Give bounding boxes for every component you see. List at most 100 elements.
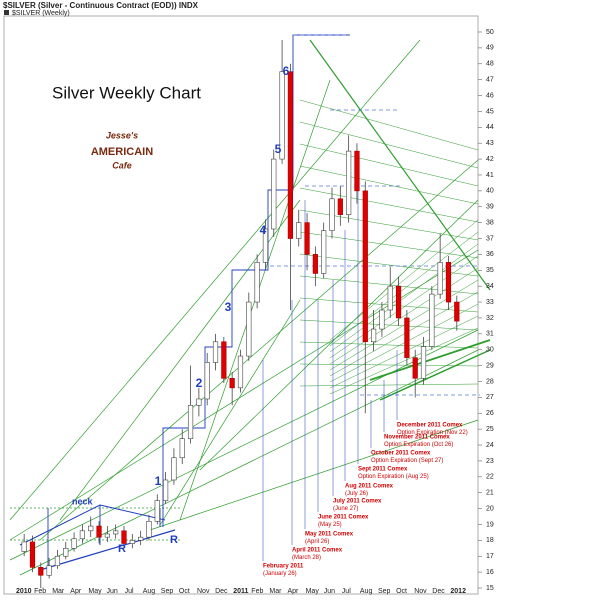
x-tick-label: Dec bbox=[215, 588, 228, 595]
candle-body bbox=[287, 71, 294, 239]
candle-body bbox=[113, 530, 119, 535]
trendline bbox=[149, 419, 479, 531]
candle-body bbox=[237, 355, 244, 389]
note-text: Option Expiration (Sept 27) bbox=[371, 458, 443, 464]
trendline bbox=[309, 39, 491, 291]
y-tick-label: 19 bbox=[486, 521, 494, 528]
candle-body bbox=[296, 222, 302, 239]
plot-frame bbox=[3, 15, 479, 595]
y-tick-label: 39 bbox=[486, 204, 494, 211]
wave-label: 5 bbox=[275, 142, 282, 156]
y-tick-label: 43 bbox=[486, 140, 494, 147]
x-tick-label: Sep bbox=[378, 588, 391, 595]
x-tick-label: 2010 bbox=[16, 588, 32, 595]
candle-body bbox=[271, 158, 277, 230]
x-tick-label: 2012 bbox=[450, 588, 466, 595]
header: $SILVER (Silver - Continuous Contract (E… bbox=[3, 1, 199, 10]
candle-body bbox=[163, 479, 169, 501]
wave-label: 6 bbox=[283, 64, 290, 78]
candle-body bbox=[445, 262, 452, 303]
y-tick-label: 31 bbox=[486, 331, 494, 338]
x-tick-label: Mar bbox=[52, 588, 65, 595]
trendline bbox=[299, 165, 479, 205]
candle-body bbox=[370, 328, 377, 343]
trendline bbox=[299, 143, 479, 187]
x-tick-label: Sep bbox=[161, 588, 174, 595]
candle-body bbox=[21, 541, 27, 552]
candle-body bbox=[454, 301, 460, 322]
candle-body bbox=[412, 357, 418, 379]
candle-body bbox=[204, 362, 210, 400]
candle-body bbox=[321, 230, 327, 274]
candle-body bbox=[171, 457, 177, 481]
wave-label: 3 bbox=[225, 300, 232, 314]
trendline bbox=[19, 349, 479, 576]
y-tick-label: 27 bbox=[486, 394, 494, 401]
x-tick-label: May bbox=[88, 588, 102, 595]
note-text: (April 26) bbox=[305, 539, 329, 545]
x-tick-label: Apr bbox=[70, 588, 82, 595]
note-text: April 2011 Comex bbox=[292, 548, 343, 554]
trendline bbox=[329, 267, 479, 365]
y-tick-label: 21 bbox=[486, 490, 494, 497]
chart-title: Silver Weekly Chart bbox=[52, 83, 201, 102]
trendline bbox=[39, 159, 479, 541]
candle-body bbox=[196, 398, 202, 406]
pattern-label: R bbox=[170, 534, 178, 546]
y-tick-label: 45 bbox=[486, 108, 494, 115]
candle-body bbox=[96, 525, 102, 538]
candle-body bbox=[154, 500, 160, 522]
y-tick-label: 40 bbox=[486, 188, 494, 195]
trendline bbox=[39, 529, 176, 571]
x-tick-label: Nov bbox=[414, 588, 427, 595]
trendline bbox=[9, 39, 421, 521]
candle-body bbox=[404, 317, 410, 358]
x-tick-label: Jun bbox=[324, 588, 335, 595]
candle-body bbox=[146, 520, 152, 538]
trendline bbox=[299, 341, 479, 349]
y-tick-label: 18 bbox=[486, 537, 494, 544]
y-tick-label: 20 bbox=[486, 505, 494, 512]
note-text: Option Expiration (Aug 25) bbox=[358, 474, 429, 480]
candle-body bbox=[337, 198, 343, 215]
candle-body bbox=[104, 533, 110, 538]
wave-label: 4 bbox=[260, 223, 267, 237]
candle-body bbox=[71, 538, 77, 549]
x-tick-label: Jun bbox=[107, 588, 118, 595]
y-tick-label: 25 bbox=[486, 426, 494, 433]
candle-body bbox=[429, 293, 435, 347]
x-tick-label: Mar bbox=[269, 588, 282, 595]
y-tick-label: 26 bbox=[486, 410, 494, 417]
y-tick-label: 47 bbox=[486, 77, 494, 84]
pattern-label: neck bbox=[72, 496, 94, 506]
note-text: October 2011 Comex bbox=[371, 451, 431, 457]
note-text: Option Expiration (Oct 26) bbox=[384, 442, 453, 448]
note-text: June 2011 Comex bbox=[318, 515, 369, 521]
candle-body bbox=[254, 262, 260, 303]
candle-body bbox=[88, 525, 94, 532]
pattern-label: R bbox=[118, 543, 126, 555]
note-text: (July 26) bbox=[345, 491, 368, 497]
trendline bbox=[329, 327, 479, 395]
trendline bbox=[329, 315, 479, 389]
y-tick-label: 29 bbox=[486, 362, 494, 369]
x-tick-label: Dec bbox=[432, 588, 445, 595]
logo-text: Jesse's bbox=[106, 130, 138, 140]
candle-body bbox=[304, 222, 310, 255]
y-tick-label: 22 bbox=[486, 474, 494, 481]
legend-label: $SILVER (Weekly) bbox=[12, 10, 70, 17]
y-tick-label: 15 bbox=[486, 585, 494, 592]
trendline bbox=[329, 279, 479, 371]
trendline bbox=[299, 99, 479, 151]
y-tick-label: 41 bbox=[486, 172, 494, 179]
y-tick-label: 35 bbox=[486, 267, 494, 274]
y-tick-label: 36 bbox=[486, 251, 494, 258]
note-text: December 2011 Comex bbox=[397, 423, 463, 429]
trendline bbox=[329, 291, 479, 377]
candle-body bbox=[246, 301, 252, 357]
note-text: Sept 2011 Comex bbox=[358, 467, 408, 473]
note-text: (March 28) bbox=[292, 555, 321, 561]
trendline bbox=[369, 339, 491, 381]
x-tick-label: Jul bbox=[125, 588, 134, 595]
